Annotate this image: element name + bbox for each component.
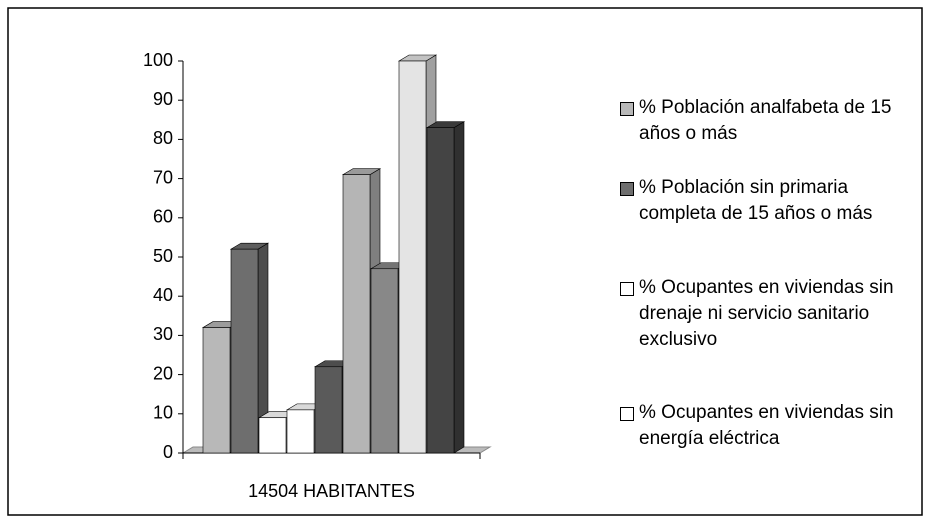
- y-tick-label: 50: [153, 246, 173, 266]
- legend-label: % Ocupantes en viviendas sin drenaje ni …: [639, 277, 894, 350]
- y-tick-label: 70: [153, 167, 173, 187]
- y-tick-label: 40: [153, 285, 173, 305]
- legend-swatch: [620, 407, 634, 421]
- x-tick-label: 14504 HABITANTES: [248, 481, 415, 501]
- bar-front: [370, 268, 399, 454]
- legend-entry: % Ocupantes en viviendas sin drenaje ni …: [620, 275, 910, 353]
- legend-label: % Población analfabeta de 15 años o más: [639, 97, 892, 144]
- bar-front: [342, 174, 371, 454]
- bar-side: [453, 121, 465, 454]
- y-tick-label: 10: [153, 403, 173, 423]
- legend-label: % Población sin primaria completa de 15 …: [639, 177, 873, 224]
- y-tick-label: 20: [153, 363, 173, 383]
- bar-front: [398, 60, 427, 454]
- bar-front: [202, 327, 231, 454]
- legend-entry: % Ocupantes en viviendas sin energía elé…: [620, 400, 910, 452]
- y-tick-label: 30: [153, 324, 173, 344]
- legend-entry: % Población analfabeta de 15 años o más: [620, 95, 910, 147]
- bar-front: [426, 127, 455, 454]
- y-tick-label: 0: [163, 442, 173, 462]
- bar: [425, 121, 466, 454]
- legend-swatch: [620, 282, 634, 296]
- border: [7, 7, 923, 516]
- bar-front: [286, 409, 315, 454]
- bar-front: [258, 417, 287, 454]
- legend-entry: % Población sin primaria completa de 15 …: [620, 175, 910, 227]
- bar-front: [314, 366, 343, 454]
- y-tick-label: 60: [153, 207, 173, 227]
- legend-label: % Ocupantes en viviendas sin energía elé…: [639, 402, 894, 449]
- legend-swatch: [620, 102, 634, 116]
- y-tick-label: 100: [143, 50, 173, 70]
- bar-front: [230, 248, 259, 454]
- y-tick-label: 90: [153, 89, 173, 109]
- legend-swatch: [620, 182, 634, 196]
- y-tick-label: 80: [153, 128, 173, 148]
- bar: [229, 242, 270, 454]
